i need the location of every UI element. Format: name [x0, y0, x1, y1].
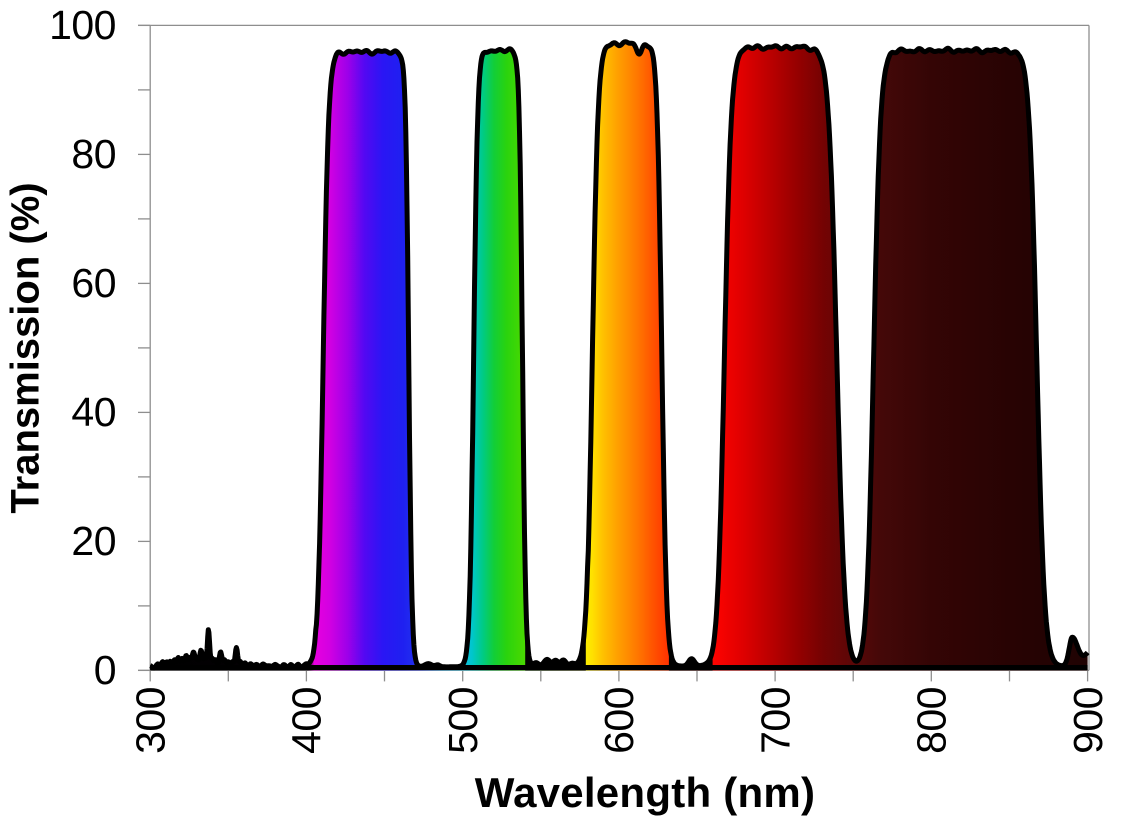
- svg-text:400: 400: [284, 687, 330, 754]
- svg-text:80: 80: [71, 131, 116, 177]
- svg-text:40: 40: [71, 389, 116, 435]
- svg-text:600: 600: [596, 687, 642, 754]
- svg-text:500: 500: [440, 687, 486, 754]
- svg-text:20: 20: [71, 518, 116, 564]
- svg-text:Wavelength (nm): Wavelength (nm): [475, 769, 816, 816]
- svg-text:60: 60: [71, 260, 116, 306]
- svg-text:300: 300: [128, 687, 174, 754]
- svg-text:100: 100: [49, 2, 116, 48]
- svg-text:700: 700: [752, 687, 798, 754]
- svg-text:Transmission (%): Transmission (%): [4, 182, 48, 513]
- svg-text:0: 0: [94, 647, 116, 693]
- svg-text:800: 800: [909, 687, 955, 754]
- svg-text:900: 900: [1065, 687, 1111, 754]
